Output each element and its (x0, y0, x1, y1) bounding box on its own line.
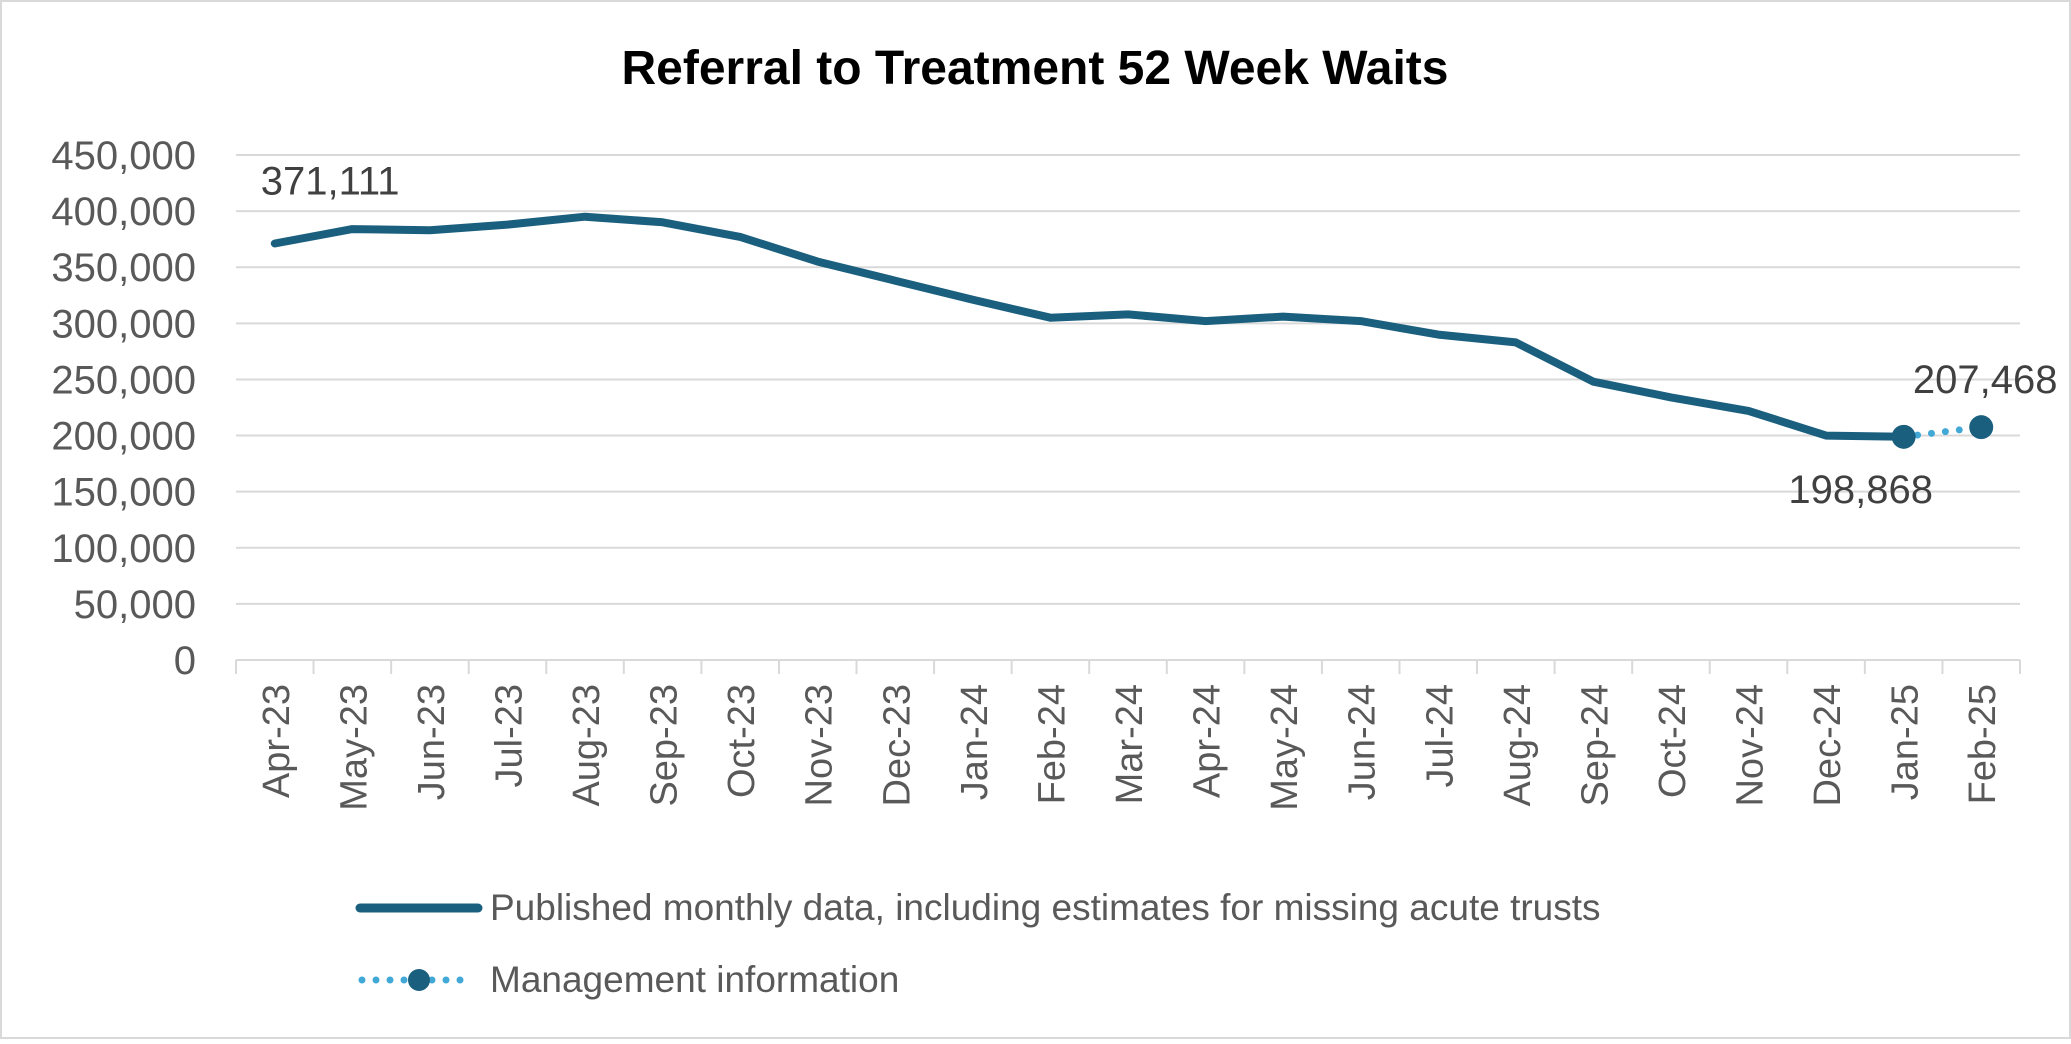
x-tick-label: Feb-25 (1962, 684, 2004, 804)
gridlines (236, 154, 2020, 605)
x-tick-label: Nov-23 (799, 684, 841, 807)
x-tick-label: Sep-24 (1574, 684, 1616, 807)
y-tick-label: 400,000 (51, 190, 196, 234)
x-tick-label: Aug-24 (1497, 684, 1539, 807)
legend: Published monthly data, including estima… (355, 887, 1601, 1000)
data-label: 207,468 (1913, 358, 2058, 402)
x-tick-label: Oct-23 (721, 684, 763, 798)
y-tick-label: 50,000 (74, 583, 196, 627)
y-tick-label: 100,000 (51, 527, 196, 571)
data-labels: 371,111 198,868 207,468 (261, 160, 2058, 512)
x-tick-label: Aug-23 (566, 684, 608, 807)
x-tick-label: May-23 (333, 684, 375, 811)
y-tick-label: 250,000 (51, 358, 196, 402)
series (270, 212, 1994, 449)
y-tick-label: 200,000 (51, 415, 196, 459)
y-tick-label: 450,000 (51, 134, 196, 178)
y-tick-label: 350,000 (51, 246, 196, 290)
x-tick-label: Jan-24 (954, 684, 996, 800)
legend-label-published: Published monthly data, including estima… (490, 887, 1601, 928)
data-label: 371,111 (261, 160, 400, 204)
y-tick-label: 150,000 (51, 471, 196, 515)
y-tick-label: 0 (174, 639, 196, 683)
x-tick-label: Apr-23 (256, 684, 298, 798)
x-tick-label: Feb-24 (1031, 684, 1073, 804)
legend-marker-management (408, 969, 430, 991)
x-axis: Apr-23 May-23 Jun-23 Jul-23 Aug-23 Sep-23 Oct-… (235, 659, 2021, 811)
series-line-management (1900, 423, 1985, 441)
x-tick-label: May-24 (1264, 684, 1306, 811)
y-axis: 0 50,000 100,000 150,000 200,000 250,000 300,0… (51, 134, 196, 683)
x-tick-label: Jul-24 (1419, 684, 1461, 788)
series-point-management (1891, 424, 1916, 449)
x-tick-label: Jun-23 (411, 684, 453, 800)
x-tick-label: Apr-24 (1187, 684, 1229, 798)
data-label: 198,868 (1788, 468, 1933, 512)
x-tick-label: Nov-24 (1730, 684, 1772, 807)
x-tick-label: Sep-23 (644, 684, 686, 807)
legend-label-management: Management information (490, 959, 899, 1000)
x-tick-label: Dec-23 (876, 684, 918, 807)
x-tick-label: Jan-25 (1885, 684, 1927, 800)
x-tick-label: Mar-24 (1109, 684, 1151, 804)
series-line-published (270, 212, 1908, 441)
x-tick-label: Oct-24 (1652, 684, 1694, 798)
series-point-management (1969, 415, 1994, 440)
chart-title: Referral to Treatment 52 Week Waits (622, 42, 1449, 95)
y-tick-label: 300,000 (51, 302, 196, 346)
x-tick-label: Jun-24 (1342, 684, 1384, 800)
x-tick-label: Jul-23 (488, 684, 530, 788)
x-tick-label: Dec-24 (1807, 684, 1849, 807)
